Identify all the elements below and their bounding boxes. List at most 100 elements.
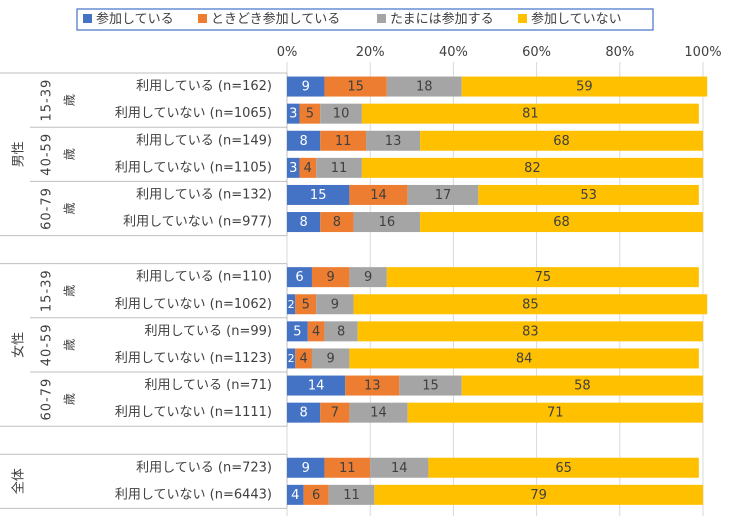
bar-segment — [287, 76, 325, 97]
row-label: 利用している (n=110) — [136, 270, 272, 285]
bar-segment — [316, 294, 354, 315]
bar-segment — [420, 212, 703, 233]
bar-segment — [361, 157, 703, 178]
legend: 参加している ときどき参加している たまには参加する 参加していない — [76, 8, 654, 31]
age-label: 15-39 — [40, 269, 55, 312]
data-label: 82 — [524, 161, 541, 176]
data-label: 75 — [535, 270, 552, 285]
row-label: 利用していない (n=1062) — [115, 297, 272, 312]
group-label: 男性 — [12, 141, 27, 167]
legend-label: 参加している — [96, 11, 174, 27]
row-label: 利用していない (n=1111) — [115, 405, 272, 420]
bar-segment — [353, 212, 421, 233]
data-label: 7 — [331, 406, 339, 421]
bar-segment — [324, 76, 387, 97]
age-suffix: 歳 — [63, 393, 77, 405]
data-label: 2 — [288, 298, 295, 311]
bar-segment — [324, 321, 358, 342]
row-label: 利用している (n=162) — [136, 79, 272, 94]
data-label: 8 — [337, 324, 345, 339]
data-label: 5 — [302, 297, 310, 312]
data-label: 11 — [339, 461, 356, 476]
group-label: 全体 — [11, 468, 27, 494]
bar-segment — [316, 157, 362, 178]
bar-segment — [366, 130, 421, 151]
x-tick-label: 40% — [439, 45, 468, 60]
data-label: 8 — [333, 215, 341, 230]
data-label: 15 — [310, 188, 327, 203]
data-label: 3 — [289, 107, 297, 122]
bar-segment — [461, 76, 708, 97]
bar-segment — [324, 457, 371, 478]
data-label: 11 — [343, 488, 360, 503]
age-suffix: 歳 — [63, 285, 77, 297]
bar-segment — [349, 184, 408, 205]
data-label: 5 — [306, 107, 314, 122]
data-label: 15 — [347, 80, 364, 95]
data-label: 81 — [522, 107, 539, 122]
legend-label: たまには参加する — [390, 11, 494, 27]
bar-segment — [386, 76, 462, 97]
bar-segment — [287, 294, 296, 315]
data-label: 2 — [288, 352, 295, 365]
bar-segment — [328, 484, 375, 505]
age-label: 40-59 — [40, 324, 55, 367]
bar-segment — [349, 348, 699, 369]
data-label: 9 — [327, 270, 335, 285]
data-label: 10 — [333, 107, 350, 122]
age-suffix: 歳 — [63, 148, 77, 160]
bar-segment — [311, 348, 350, 369]
data-label: 4 — [291, 488, 299, 503]
bar-segment — [345, 375, 400, 396]
age-label: 40-59 — [40, 133, 55, 176]
bar-segment — [287, 457, 325, 478]
row-label: 利用していない (n=977) — [123, 215, 272, 230]
bar-segment — [386, 267, 699, 288]
x-tick-label: 80% — [605, 45, 634, 60]
row-label: 利用していない (n=1123) — [115, 351, 272, 366]
x-tick-label: 20% — [356, 45, 385, 60]
data-label: 9 — [302, 80, 310, 95]
category-labels: 男性 15-39 歳 利用している (n=162) 利用していない (n=1065) 40… — [11, 79, 273, 503]
data-label: 14 — [391, 461, 408, 476]
data-label: 71 — [547, 406, 564, 421]
legend-label: ときどき参加している — [211, 11, 340, 27]
row-label: 利用していない (n=1105) — [115, 160, 272, 175]
bar-segment — [407, 402, 703, 423]
bar-segment — [287, 157, 300, 178]
row-label: 利用している (n=71) — [144, 378, 272, 393]
bar-segment — [295, 348, 312, 369]
bar-segment — [299, 103, 321, 124]
legend-swatch — [198, 14, 207, 23]
data-label: 6 — [312, 488, 320, 503]
bar-segment — [287, 348, 296, 369]
bar-segment — [295, 294, 317, 315]
legend-swatch — [518, 14, 527, 23]
bar-segment — [303, 484, 329, 505]
bar-segment — [399, 375, 462, 396]
data-label: 79 — [530, 488, 547, 503]
age-suffix: 歳 — [63, 202, 77, 214]
data-label: 59 — [576, 80, 593, 95]
bar-segment — [287, 130, 321, 151]
age-suffix: 歳 — [63, 339, 77, 351]
data-label: 14 — [370, 188, 387, 203]
age-label: 60-79 — [40, 187, 55, 230]
bar-segment — [353, 294, 708, 315]
age-suffix: 歳 — [63, 94, 77, 106]
bar-segment — [287, 321, 308, 342]
data-label: 5 — [293, 324, 301, 339]
bar-segment — [357, 321, 703, 342]
data-label: 6 — [295, 270, 303, 285]
data-label: 8 — [299, 215, 307, 230]
bar-segment — [428, 457, 699, 478]
bar-segment — [299, 157, 317, 178]
bar-segment — [287, 402, 321, 423]
bar-segment — [407, 184, 479, 205]
bar-segment — [287, 484, 304, 505]
data-label: 83 — [522, 324, 539, 339]
data-label: 9 — [331, 297, 339, 312]
data-label: 8 — [299, 134, 307, 149]
